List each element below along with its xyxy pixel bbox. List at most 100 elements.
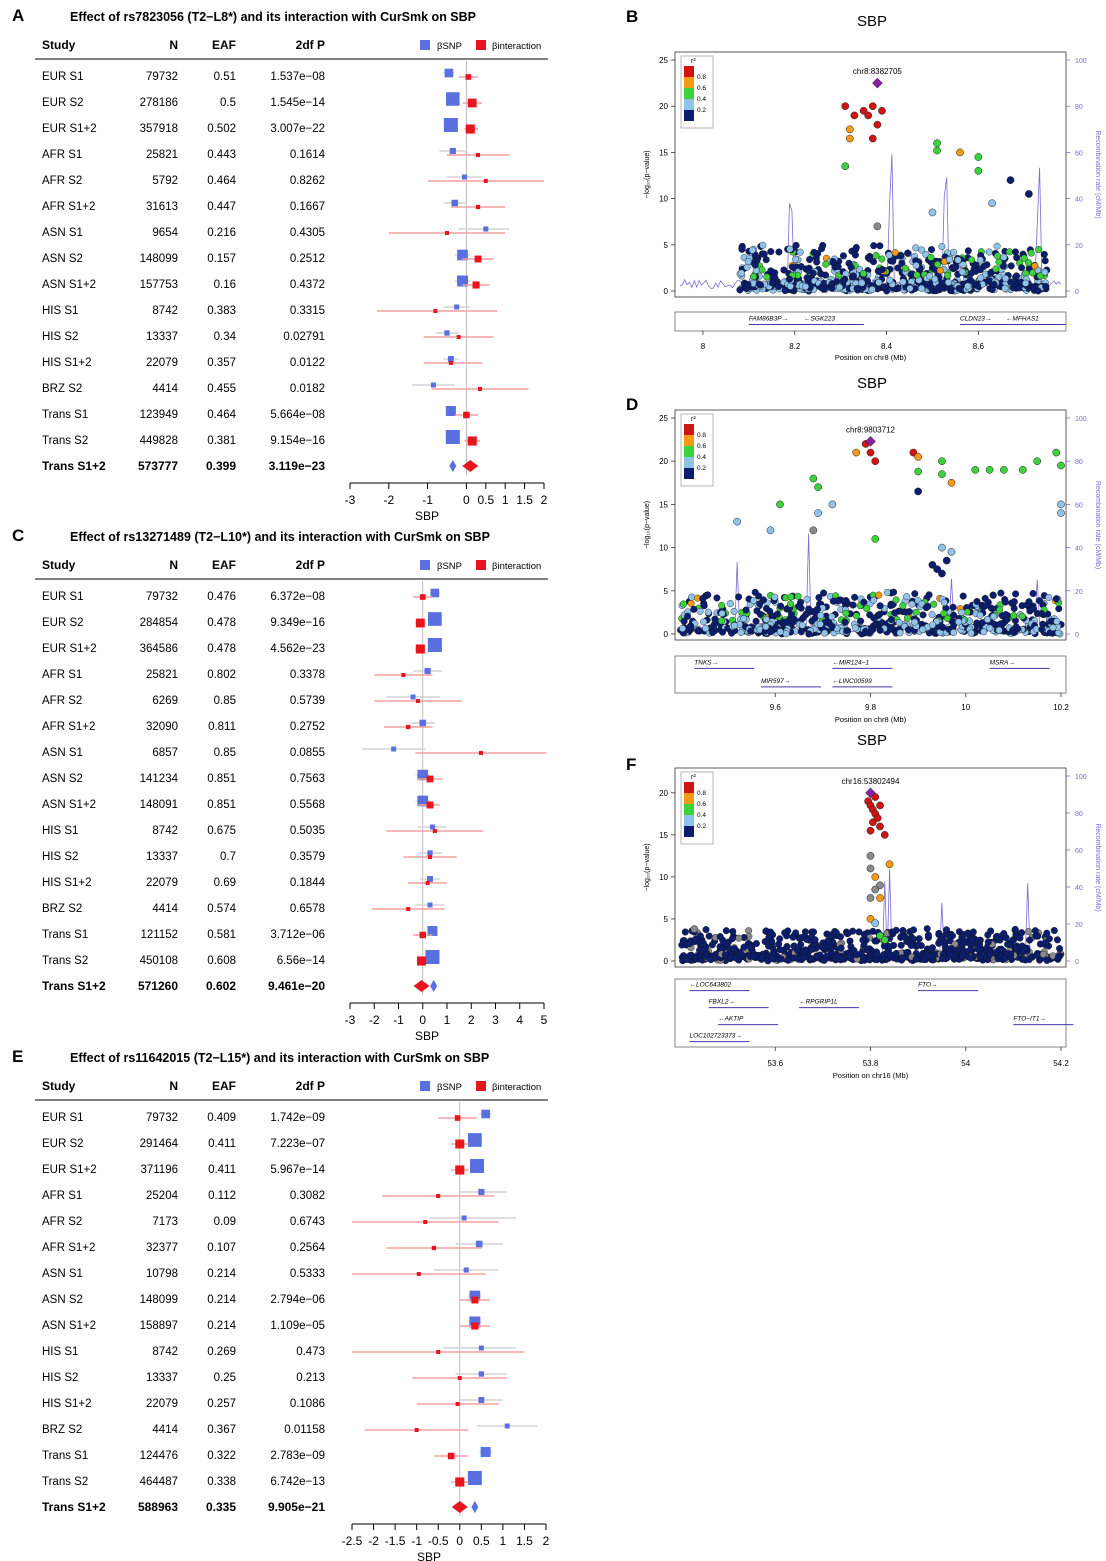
snp-point (777, 602, 785, 610)
row-study: ASN S1+2 (42, 1320, 96, 1332)
row-n: 6857 (152, 747, 178, 759)
snp-point (992, 948, 1000, 956)
row-n: 588963 (138, 1500, 178, 1514)
row-eaf: 0.269 (207, 1346, 236, 1358)
snp-point (839, 277, 847, 285)
snp-point (457, 249, 468, 261)
snp-point (699, 595, 707, 603)
row-study: EUR S2 (42, 617, 84, 629)
snp-point (427, 876, 434, 882)
snp-point (1019, 955, 1027, 963)
snp-point (763, 273, 771, 281)
snp-point (702, 625, 710, 633)
snp-point (914, 487, 922, 496)
panel-title: SBP (857, 732, 887, 749)
snp-point (759, 241, 767, 249)
snp-point (1057, 461, 1065, 470)
y2-axis-label: Recombination rate (cM/Mb) (1094, 130, 1101, 218)
snp-point (786, 282, 794, 290)
row-eaf: 0.399 (206, 459, 236, 473)
snp-point (1029, 269, 1037, 277)
row-study: HIS S2 (42, 331, 78, 343)
interaction-point (428, 855, 433, 859)
row-n: 10798 (146, 1268, 178, 1280)
interaction-summary-diamond (413, 980, 430, 992)
snp-point (417, 769, 429, 781)
row-p: 0.0182 (290, 383, 325, 395)
x-tick-label: -1 (411, 1534, 422, 1548)
table-row: AFR S1 25821 0.443 0.1614 (42, 147, 510, 161)
row-n: 148099 (140, 253, 178, 265)
snp-point (871, 885, 880, 894)
snp-point (1049, 624, 1057, 632)
snp-point (427, 638, 442, 652)
legend-tick-label: 0.4 (697, 96, 706, 103)
interaction-point (455, 1402, 460, 1406)
snp-point (803, 935, 811, 943)
snp-point (930, 600, 938, 608)
row-p: 1.537e−08 (270, 71, 325, 83)
snp-point (478, 1397, 485, 1403)
legend-tick-label: 0.4 (697, 454, 706, 461)
snp-point (758, 266, 766, 274)
snp-point (1024, 259, 1032, 267)
row-study: HIS S1+2 (42, 877, 92, 889)
snp-point (828, 284, 836, 292)
snp-point (780, 266, 788, 274)
y2-tick-label: 60 (1075, 848, 1083, 855)
interaction-point (472, 281, 480, 289)
snp-point (885, 251, 893, 259)
snp-point (891, 609, 899, 617)
row-p: 0.5568 (290, 799, 325, 811)
row-study: AFR S1+2 (42, 201, 95, 213)
row-p: 0.01158 (284, 1424, 325, 1436)
interaction-point (471, 1296, 479, 1304)
snp-point (909, 448, 918, 457)
table-row: HIS S1+2 22079 0.69 0.1844 (42, 876, 447, 889)
snp-point (443, 118, 458, 132)
table-row: AFR S1 25821 0.802 0.3378 (42, 667, 443, 681)
row-n: 464487 (140, 1476, 178, 1488)
snp-point (837, 944, 845, 952)
table-row: AFR S1+2 31613 0.447 0.1667 (42, 199, 506, 213)
row-study: HIS S1 (42, 305, 78, 317)
row-n: 449828 (140, 435, 178, 447)
row-eaf: 0.675 (207, 825, 236, 837)
lead-snp-marker (872, 77, 883, 89)
row-n: 79732 (146, 591, 178, 603)
snp-point (986, 951, 994, 959)
y2-tick-label: 100 (1075, 58, 1087, 65)
snp-point (1026, 936, 1034, 944)
x-tick-label: -1 (422, 493, 433, 507)
header-eaf: EAF (212, 558, 236, 572)
snp-point (735, 934, 743, 942)
row-study: BRZ S2 (42, 383, 82, 395)
y-tick-label: 25 (659, 56, 668, 65)
snp-point (1002, 275, 1010, 283)
snp-point (700, 602, 708, 610)
snp-point (910, 926, 918, 934)
snp-point (995, 258, 1003, 266)
snp-point (829, 258, 837, 266)
row-eaf: 0.09 (214, 1216, 236, 1228)
snp-point (695, 626, 703, 634)
snp-point (875, 279, 883, 287)
row-study: BRZ S2 (42, 903, 82, 915)
snp-point (934, 260, 942, 268)
y-tick-label: 15 (659, 831, 668, 840)
interaction-point (436, 1350, 441, 1354)
interaction-summary-diamond (451, 1501, 468, 1513)
y2-tick-label: 20 (1075, 589, 1083, 596)
row-eaf: 0.811 (208, 721, 236, 733)
snp-point (911, 590, 919, 598)
interaction-point (455, 1165, 465, 1175)
snp-point (688, 593, 696, 601)
row-p: 0.2512 (290, 253, 325, 265)
snp-point (428, 612, 442, 626)
snp-point (995, 626, 1003, 634)
y-tick-label: 0 (664, 287, 669, 296)
row-p: 5.967e−14 (270, 1164, 325, 1176)
snp-point (955, 618, 963, 626)
snp-point (940, 599, 948, 607)
row-study: Trans S1 (42, 929, 88, 941)
